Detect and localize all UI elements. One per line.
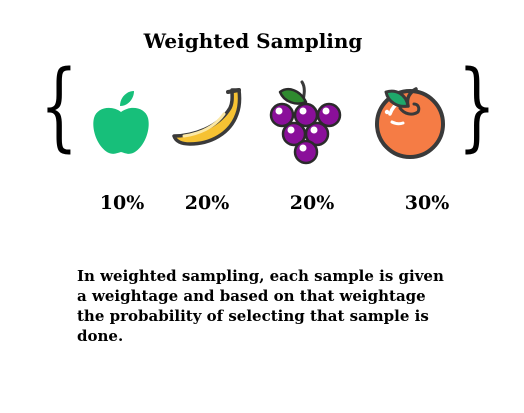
orange-percent-label: 30% [404, 192, 450, 214]
apple-percent-label: 10% [99, 192, 145, 214]
apple-icon [93, 91, 149, 154]
grapes-percent-label: 20% [289, 192, 335, 214]
banana-icon [172, 88, 242, 146]
left-brace: { [40, 50, 78, 162]
description-text: In weighted sampling, each sample is giv… [77, 267, 444, 345]
grapes-icon [269, 80, 342, 165]
right-brace: } [458, 50, 496, 162]
banana-percent-label: 20% [184, 192, 230, 214]
page-title: Weighted Sampling [143, 29, 363, 53]
orange-icon [375, 87, 445, 159]
